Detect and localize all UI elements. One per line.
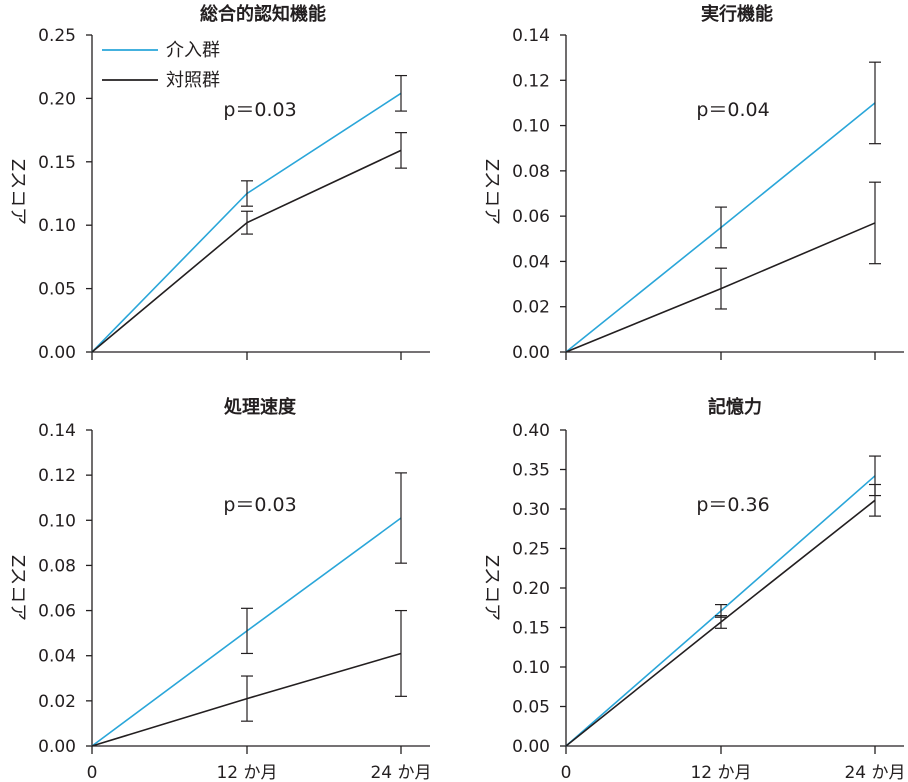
- panel-2-y-tick-label: 0.08: [512, 162, 550, 182]
- panel-1-y-axis-label: Zスコア: [7, 159, 28, 225]
- panel-4-x-tick-label: 12 か月: [690, 763, 751, 782]
- panel-3-y-axis-label: Zスコア: [7, 555, 28, 621]
- panel-2-y-axis-label: Zスコア: [481, 159, 502, 225]
- panel-2-y-tick-label: 0.00: [512, 343, 550, 363]
- panel-4-y-tick-label: 0.30: [512, 500, 550, 520]
- panel-1-y-tick-label: 0.20: [38, 89, 76, 109]
- legend-label-control: 対照群: [166, 70, 220, 91]
- panel-2-y-tick-label: 0.04: [512, 252, 550, 272]
- panel-1-y-tick-label: 0.00: [38, 343, 76, 363]
- panel-2-y-tick-label: 0.10: [512, 117, 550, 137]
- panel-4-y-tick-label: 0.00: [512, 737, 550, 757]
- panel-3-y-tick-label: 0.14: [38, 421, 76, 441]
- panel-3-x-tick-label: 24 か月: [370, 763, 431, 782]
- panel-1-y-tick-label: 0.25: [38, 26, 76, 46]
- panel-3-y-tick-label: 0.00: [38, 737, 76, 757]
- panel-4-y-tick-label: 0.05: [512, 698, 550, 718]
- panel-4-y-tick-label: 0.25: [512, 540, 550, 560]
- panel-4-p-value: p＝0.36: [696, 494, 769, 516]
- panel-3-y-tick-label: 0.06: [38, 602, 76, 622]
- panel-3-y-tick-label: 0.02: [38, 692, 76, 712]
- panel-1-title: 総合的認知機能: [200, 3, 326, 25]
- panel-3-x-tick-label: 12 か月: [216, 763, 277, 782]
- panel-4-y-axis-label: Zスコア: [481, 555, 502, 621]
- panel-1-p-value: p＝0.03: [223, 99, 296, 121]
- panel-2-title: 実行機能: [701, 3, 773, 25]
- panel-2-y-tick-label: 0.12: [512, 71, 550, 91]
- panel-1-y-tick-label: 0.10: [38, 216, 76, 236]
- panel-3-y-tick-label: 0.10: [38, 511, 76, 531]
- panel-2-p-value: p＝0.04: [696, 99, 769, 121]
- panel-3-y-tick-label: 0.12: [38, 466, 76, 486]
- panel-3-title: 処理速度: [224, 396, 297, 418]
- panel-4-y-tick-label: 0.20: [512, 579, 550, 599]
- panel-4-x-tick-label: 0: [561, 763, 572, 782]
- panel-3-y-tick-label: 0.04: [38, 647, 76, 667]
- panel-4-y-tick-label: 0.40: [512, 421, 550, 441]
- panel-1-y-tick-label: 0.05: [38, 280, 76, 300]
- panel-4-y-tick-label: 0.15: [512, 619, 550, 639]
- panel-3-x-tick-label: 0: [87, 763, 98, 782]
- panel-4-y-tick-label: 0.35: [512, 461, 550, 481]
- panel-2-y-tick-label: 0.06: [512, 207, 550, 227]
- panel-3-y-tick-label: 0.08: [38, 556, 76, 576]
- panel-4-y-tick-label: 0.10: [512, 658, 550, 678]
- panel-1-y-tick-label: 0.15: [38, 153, 76, 173]
- panel-2-y-tick-label: 0.14: [512, 26, 550, 46]
- panel-3-p-value: p＝0.03: [223, 494, 296, 516]
- panel-4-x-tick-label: 24 か月: [844, 763, 905, 782]
- panel-2-y-tick-label: 0.02: [512, 298, 550, 318]
- panel-4-title: 記憶力: [708, 396, 762, 418]
- legend-label-intervention: 介入群: [166, 40, 220, 61]
